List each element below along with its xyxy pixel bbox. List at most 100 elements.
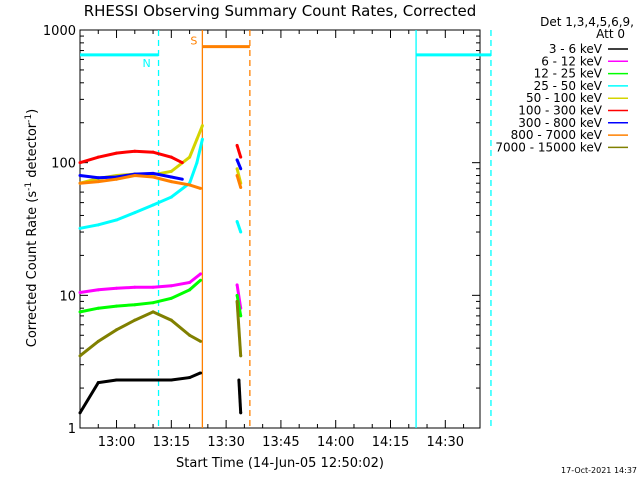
data-point bbox=[151, 150, 155, 154]
data-point bbox=[188, 280, 192, 284]
data-point bbox=[78, 354, 82, 358]
data-point bbox=[133, 318, 137, 322]
series-line bbox=[235, 221, 243, 233]
data-point bbox=[239, 411, 243, 415]
data-point bbox=[188, 376, 192, 380]
data-point bbox=[180, 161, 184, 165]
legend-label: 6 - 12 keV bbox=[541, 54, 603, 68]
legend-label: 50 - 100 keV bbox=[526, 91, 603, 105]
x-tick-label: 14:00 bbox=[317, 435, 354, 450]
legend-label: 12 - 25 keV bbox=[534, 67, 603, 81]
data-point bbox=[199, 339, 203, 343]
legend-header-line-1: Det 1,3,4,5,6,9, bbox=[540, 15, 634, 29]
data-point bbox=[133, 285, 137, 289]
data-point bbox=[96, 306, 100, 310]
data-point bbox=[200, 124, 204, 128]
data-point bbox=[199, 272, 203, 276]
data-point bbox=[78, 291, 82, 295]
legend-label: 800 - 7000 keV bbox=[511, 128, 603, 142]
data-point bbox=[151, 285, 155, 289]
data-point bbox=[239, 167, 243, 171]
data-point bbox=[96, 381, 100, 385]
data-point bbox=[169, 195, 173, 199]
data-point bbox=[78, 161, 82, 165]
chart-title: RHESSI Observing Summary Count Rates, Co… bbox=[84, 2, 477, 20]
data-point bbox=[195, 161, 199, 165]
data-point bbox=[169, 284, 173, 288]
data-point bbox=[188, 183, 192, 187]
data-point bbox=[151, 310, 155, 314]
series-line bbox=[237, 379, 243, 413]
data-point bbox=[169, 180, 173, 184]
data-point bbox=[78, 181, 82, 185]
data-point bbox=[237, 378, 241, 382]
data-point bbox=[96, 155, 100, 159]
mode-label: N bbox=[143, 57, 151, 70]
data-point bbox=[169, 318, 173, 322]
data-point bbox=[169, 378, 173, 382]
series-line bbox=[79, 173, 201, 190]
data-point bbox=[235, 174, 239, 178]
data-point bbox=[78, 174, 82, 178]
data-point bbox=[239, 155, 243, 159]
data-point bbox=[235, 293, 239, 297]
data-point bbox=[169, 169, 173, 173]
series-line bbox=[235, 301, 243, 356]
data-point bbox=[235, 167, 239, 171]
data-point bbox=[235, 299, 239, 303]
plot-frame bbox=[79, 29, 481, 429]
y-axis-label: Corrected Count Rate (s-1 detector-1) bbox=[24, 109, 40, 347]
data-point bbox=[115, 304, 119, 308]
data-point bbox=[188, 155, 192, 159]
data-point bbox=[235, 158, 239, 162]
legend-label: 3 - 6 keV bbox=[549, 42, 603, 56]
data-point bbox=[115, 328, 119, 332]
series-line bbox=[79, 272, 202, 294]
plot-area: 1 10 100 1000 13:00 13:15 13:30 13:45 14:00 14:15… bbox=[43, 24, 492, 450]
data-point bbox=[96, 223, 100, 227]
x-tick-label: 13:00 bbox=[98, 435, 135, 450]
data-point bbox=[200, 137, 204, 141]
series-line bbox=[235, 295, 243, 317]
data-point bbox=[151, 203, 155, 207]
data-point bbox=[180, 177, 184, 181]
data-point bbox=[169, 296, 173, 300]
x-axis-label: Start Time (14-Jun-05 12:50:02) bbox=[176, 456, 384, 471]
data-point bbox=[115, 151, 119, 155]
data-point bbox=[188, 288, 192, 292]
data-point bbox=[133, 378, 137, 382]
data-point bbox=[115, 378, 119, 382]
y-tick-label: 1000 bbox=[43, 24, 76, 39]
data-point bbox=[199, 371, 203, 375]
data-point bbox=[133, 174, 137, 178]
data-point bbox=[133, 149, 137, 153]
data-point bbox=[96, 339, 100, 343]
data-point bbox=[151, 175, 155, 179]
series-line bbox=[235, 144, 243, 158]
series-line bbox=[79, 279, 202, 314]
data-point bbox=[199, 278, 203, 282]
data-point bbox=[151, 301, 155, 305]
x-tick-label: 13:30 bbox=[207, 435, 244, 450]
y-tick-label: 10 bbox=[59, 289, 76, 304]
data-point bbox=[239, 354, 243, 358]
legend-label: 7000 - 15000 keV bbox=[495, 140, 602, 154]
mode-label: S bbox=[190, 35, 197, 48]
legend-label: 100 - 300 keV bbox=[518, 104, 602, 118]
y-tick-label: 1 bbox=[68, 422, 76, 437]
data-point bbox=[188, 333, 192, 337]
data-point bbox=[115, 286, 119, 290]
data-point bbox=[235, 220, 239, 224]
data-point bbox=[169, 175, 173, 179]
series-line bbox=[79, 149, 183, 165]
legend-label: 25 - 50 keV bbox=[534, 79, 603, 93]
y-tick-label: 100 bbox=[51, 157, 76, 172]
data-point bbox=[239, 314, 243, 318]
x-tick-label: 13:45 bbox=[262, 435, 299, 450]
x-tick-label: 14:30 bbox=[427, 435, 464, 450]
x-tick-label: 14:15 bbox=[372, 435, 409, 450]
data-point bbox=[96, 288, 100, 292]
data-point bbox=[199, 186, 203, 190]
